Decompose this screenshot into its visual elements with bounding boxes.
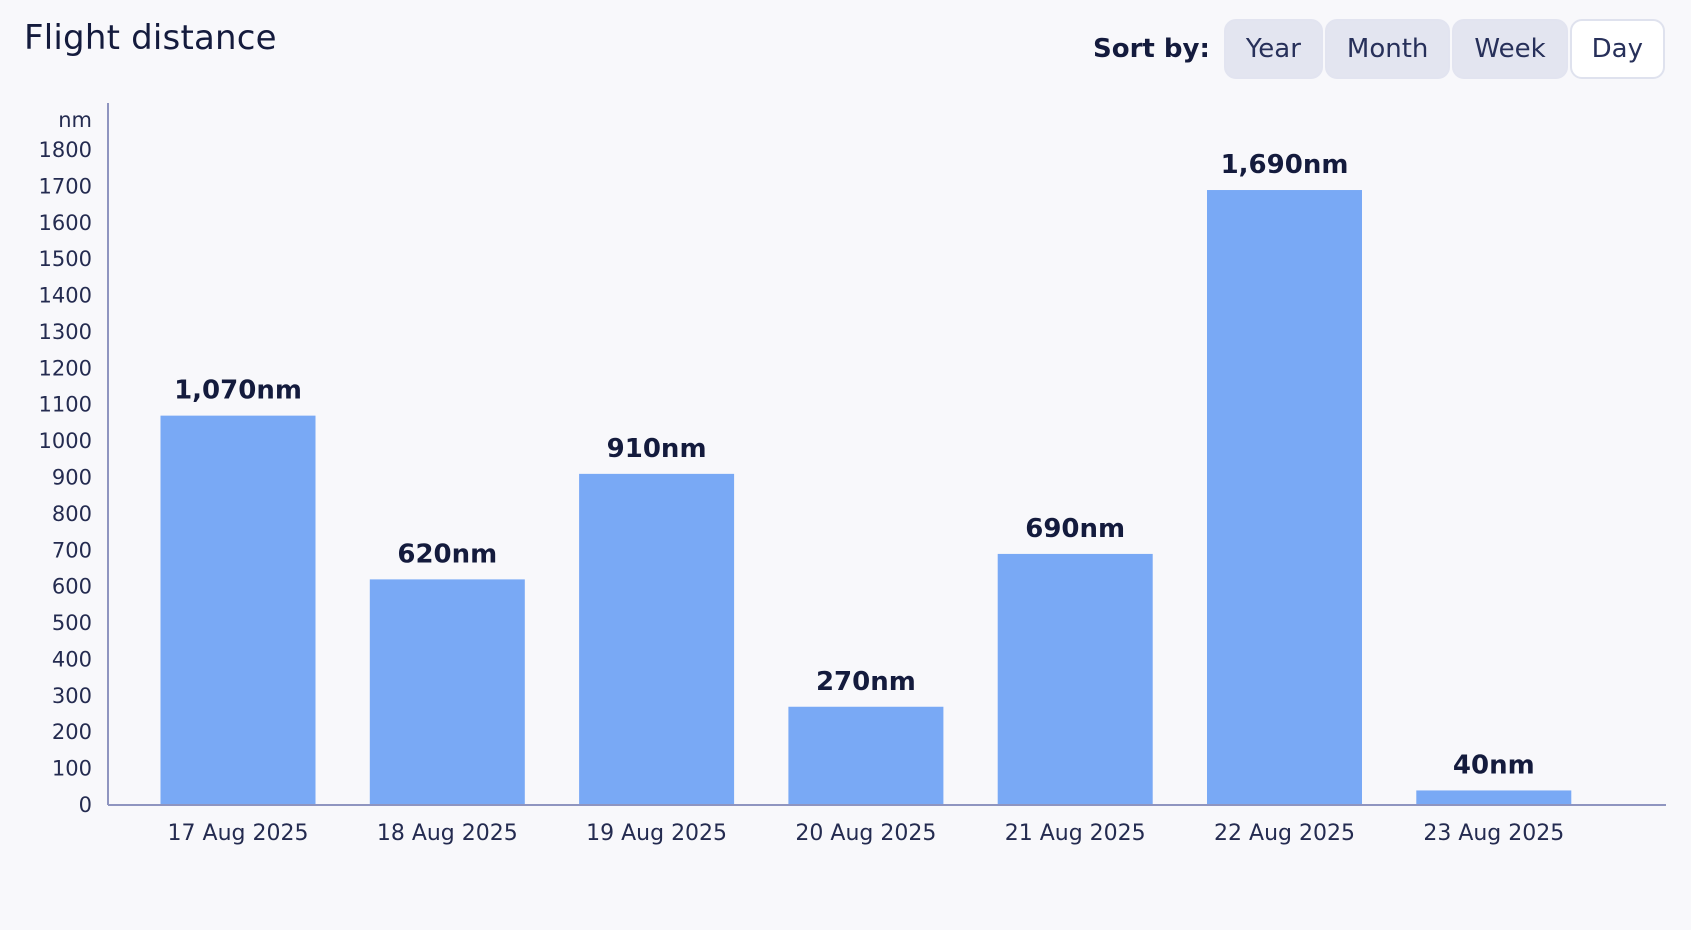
y-tick-label: 700	[52, 538, 92, 562]
y-tick-label: 1100	[39, 393, 92, 417]
bar-value-label: 1,070nm	[174, 376, 302, 406]
bar	[788, 706, 944, 805]
x-category-label: 17 Aug 2025	[168, 821, 309, 846]
y-tick-label: 900	[52, 466, 92, 490]
sort-label: Sort by:	[1093, 34, 1210, 64]
sort-month-button[interactable]: Month	[1324, 19, 1451, 79]
y-tick-label: 1300	[39, 320, 92, 344]
bar-value-label: 620nm	[397, 539, 497, 569]
y-tick-label: 500	[52, 611, 92, 635]
page-title: Flight distance	[24, 18, 277, 58]
bar-value-label: 690nm	[1025, 514, 1125, 544]
sort-day-button[interactable]: Day	[1569, 19, 1665, 79]
y-tick-label: 1200	[39, 356, 92, 380]
y-tick-label: 0	[79, 793, 92, 817]
y-tick-label: 600	[52, 575, 92, 599]
bar	[160, 415, 316, 805]
x-category-label: 23 Aug 2025	[1423, 821, 1564, 846]
bar-value-label: 40nm	[1453, 750, 1535, 780]
bar	[579, 473, 735, 805]
bar-value-labels: 1,070nm 620nm 910nm 270nm 690nm 1,690nm 40nm	[174, 150, 1535, 780]
bar	[1416, 790, 1572, 805]
y-tick-label: 1500	[39, 247, 92, 271]
x-axis-labels: 17 Aug 2025 18 Aug 2025 19 Aug 2025 20 Aug …	[168, 821, 1565, 846]
y-tick-label: 800	[52, 502, 92, 526]
x-category-label: 22 Aug 2025	[1214, 821, 1355, 846]
bars	[160, 190, 1572, 805]
y-tick-label: 100	[52, 757, 92, 781]
bar-value-label: 1,690nm	[1221, 150, 1349, 180]
y-tick-label: 1600	[39, 211, 92, 235]
y-tick-label: 400	[52, 647, 92, 671]
y-tick-label: 300	[52, 684, 92, 708]
bar-value-label: 910nm	[607, 434, 707, 464]
y-tick-label: 200	[52, 720, 92, 744]
y-tick-label: 1700	[39, 174, 92, 198]
y-tick-label: 1400	[39, 284, 92, 308]
x-category-label: 19 Aug 2025	[586, 821, 727, 846]
bar	[369, 579, 525, 805]
sort-year-button[interactable]: Year	[1223, 19, 1323, 79]
bar-value-label: 270nm	[816, 667, 916, 697]
y-tick-label: 1000	[39, 429, 92, 453]
x-category-label: 20 Aug 2025	[795, 821, 936, 846]
x-category-label: 18 Aug 2025	[377, 821, 518, 846]
bar	[997, 553, 1153, 805]
sort-week-button[interactable]: Week	[1452, 19, 1568, 79]
sort-controls: Sort by: Year Month Week Day	[1093, 19, 1665, 79]
y-axis-ticks: 0 100 200 300 400 500 600 700 800 900 1000 1100 1200…	[39, 138, 92, 817]
y-axis-unit-label: nm	[58, 108, 92, 132]
bar	[1207, 190, 1362, 805]
x-category-label: 21 Aug 2025	[1005, 821, 1146, 846]
y-tick-label: 1800	[39, 138, 92, 162]
